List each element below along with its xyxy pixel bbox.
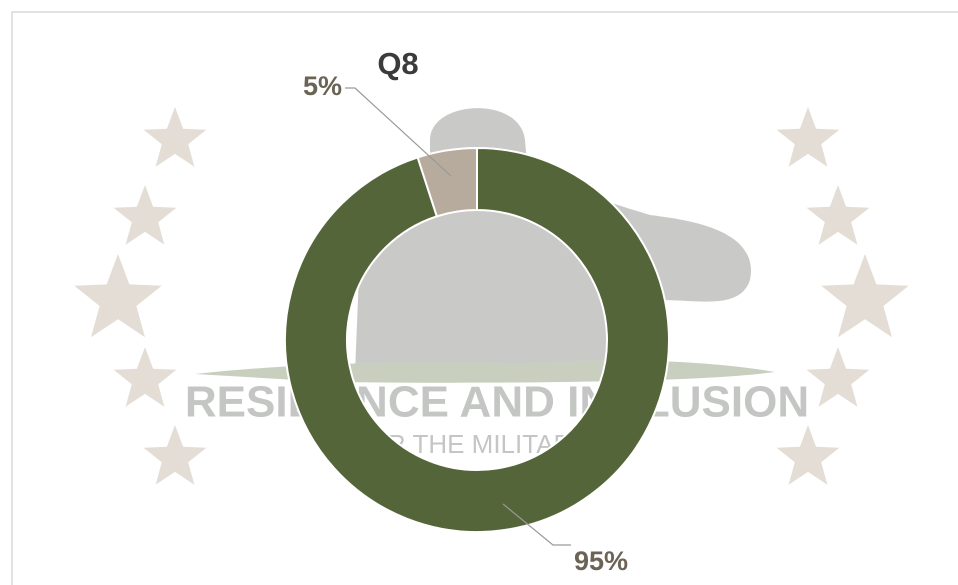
silhouette	[355, 108, 751, 372]
page: RESILIENCE AND INCLUSION FOR THE MILITAR…	[0, 0, 958, 585]
star	[74, 254, 161, 337]
star	[807, 347, 870, 407]
star	[777, 107, 840, 167]
data-label: 95%	[574, 546, 628, 576]
data-label: 5%	[303, 71, 342, 101]
watermark-text: RESILIENCE AND INCLUSION	[185, 378, 809, 427]
star	[777, 425, 840, 485]
star	[114, 347, 177, 407]
star	[144, 107, 207, 167]
star	[821, 254, 908, 337]
stars	[777, 107, 909, 485]
star	[114, 185, 177, 245]
stars	[74, 107, 206, 485]
star	[144, 425, 207, 485]
chart-title: Q8	[377, 46, 418, 81]
star	[807, 185, 870, 245]
chart: RESILIENCE AND INCLUSION FOR THE MILITAR…	[0, 0, 958, 585]
